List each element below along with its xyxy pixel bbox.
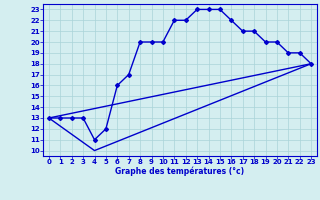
X-axis label: Graphe des températures (°c): Graphe des températures (°c) — [116, 167, 244, 176]
